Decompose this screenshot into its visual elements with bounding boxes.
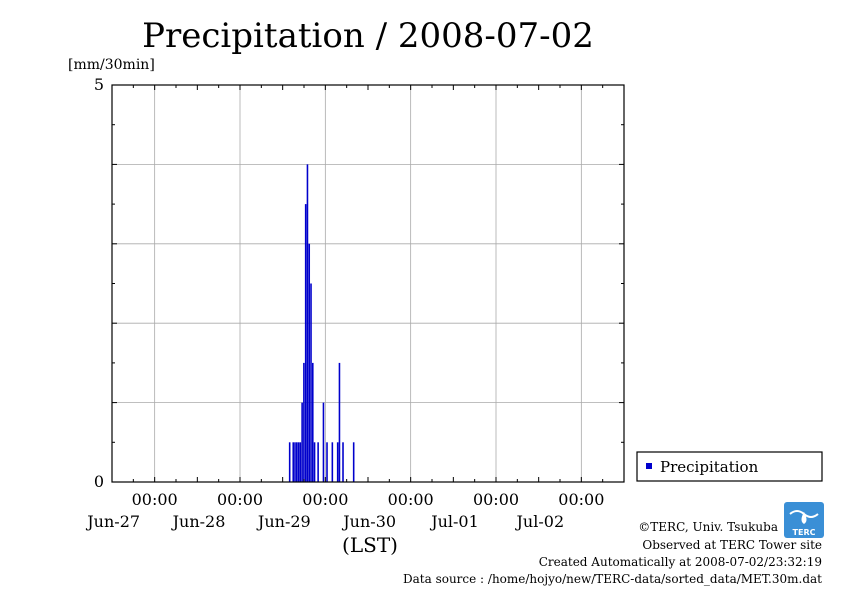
x-tick-date-label: Jul-01 <box>429 512 479 531</box>
x-tick-date-label: Jun-27 <box>85 512 140 531</box>
x-axis-label: (LST) <box>342 533 398 557</box>
legend-label: Precipitation <box>660 458 759 476</box>
axis-ticks <box>111 84 625 483</box>
x-tick-date-label: Jul-02 <box>515 512 565 531</box>
legend-swatch <box>646 463 652 469</box>
y-tick-label: 5 <box>94 75 104 94</box>
precip-bar <box>352 442 355 482</box>
precip-bar <box>296 442 298 482</box>
precip-bar <box>308 243 311 482</box>
droplet-icon <box>801 512 807 524</box>
precip-bar <box>303 362 305 482</box>
x-tick-time-label: 00:00 <box>558 490 604 509</box>
x-tick-time-label: 00:00 <box>217 490 263 509</box>
x-tick-date-label: Jun-29 <box>256 512 311 531</box>
x-tick-date-label: Jun-30 <box>341 512 396 531</box>
precip-bar <box>288 442 291 482</box>
credit-copyright: ©TERC, Univ. Tsukuba <box>638 520 778 534</box>
x-tick-date-label: Jun-28 <box>171 512 226 531</box>
grid <box>112 85 624 482</box>
precip-bar <box>312 362 314 482</box>
y-axis-unit-label: [mm/30min] <box>68 57 155 73</box>
axis-tick-labels: 0 5 00:00 Jun-27 00:00 Jun-28 00:00 Jun-29 00:00… <box>85 75 604 531</box>
precip-bar <box>326 442 328 482</box>
y-tick-label: 0 <box>94 472 104 491</box>
precip-bar <box>322 402 325 482</box>
x-tick-time-label: 00:00 <box>473 490 519 509</box>
precip-bar <box>306 164 309 482</box>
precip-bar <box>331 442 334 482</box>
credit-source: Data source : /home/hojyo/new/TERC-data/… <box>403 572 822 586</box>
precip-bar <box>294 442 296 482</box>
x-tick-time-label: 00:00 <box>132 490 178 509</box>
legend: Precipitation <box>636 451 823 482</box>
chart-title: Precipitation / 2008-07-02 <box>142 16 594 56</box>
precip-bar <box>299 442 302 482</box>
terc-logo: TERC <box>784 502 824 538</box>
precip-bar <box>301 402 303 482</box>
credit-created: Created Automatically at 2008-07-02/23:3… <box>539 555 822 569</box>
precip-bar <box>310 283 312 482</box>
bar-series <box>288 164 355 482</box>
x-tick-time-label: 00:00 <box>302 490 348 509</box>
precip-bar <box>292 442 295 482</box>
plot-frame <box>111 84 625 483</box>
legend-box <box>636 451 823 482</box>
precip-bar <box>304 204 307 482</box>
x-tick-time-label: 00:00 <box>388 490 434 509</box>
precip-bar <box>342 442 344 482</box>
precip-bar <box>317 442 319 482</box>
precip-bar <box>338 362 341 482</box>
credit-observed: Observed at TERC Tower site <box>642 538 822 552</box>
precip-bar <box>336 442 339 482</box>
precip-bar <box>297 442 300 482</box>
terc-logo-text: TERC <box>793 528 816 537</box>
precip-bar <box>313 442 316 482</box>
